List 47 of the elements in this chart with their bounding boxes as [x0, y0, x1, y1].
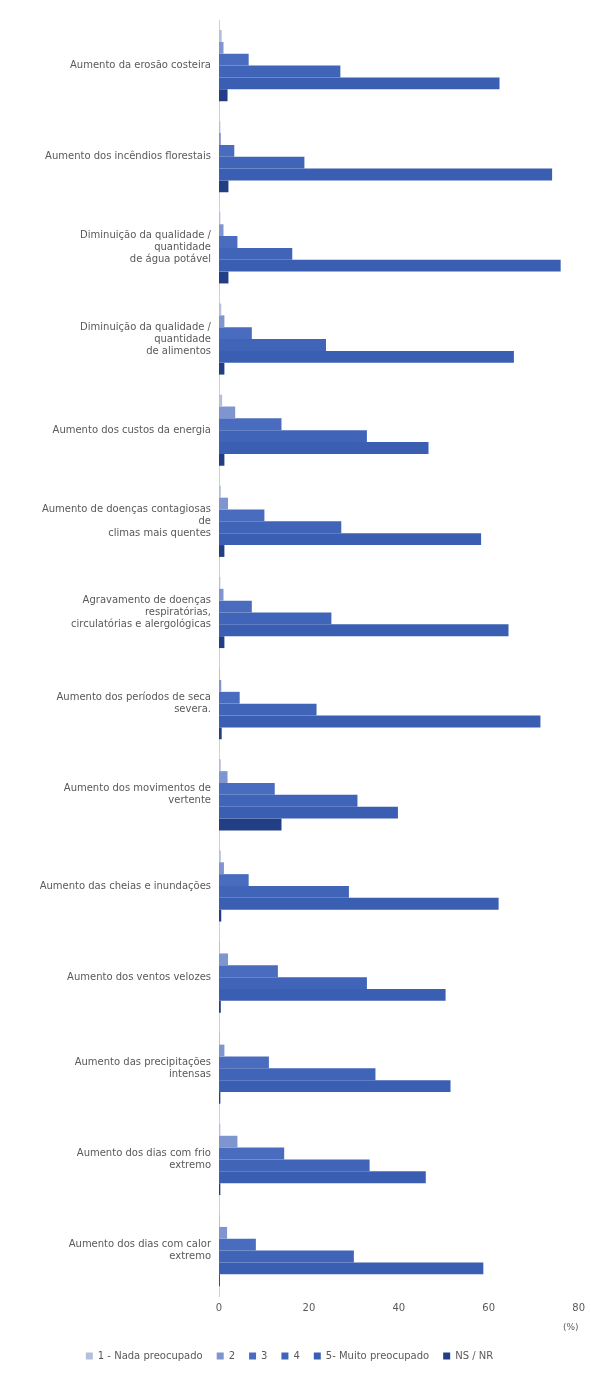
bar — [219, 636, 225, 649]
bar — [219, 953, 228, 966]
bar — [219, 224, 224, 237]
x-tick-label: 60 — [482, 1301, 496, 1313]
y-tick-label: Diminuição da qualidade / quantidade de alimentos — [80, 320, 212, 356]
x-tick-label: 0 — [215, 1301, 223, 1313]
legend-label: 3 — [261, 1349, 268, 1361]
bar — [219, 180, 229, 193]
y-tick-label: Aumento dos dias com calor extremo — [68, 1238, 212, 1262]
legend-label: 2 — [228, 1349, 236, 1361]
x-axis-title: (%) — [563, 1321, 579, 1332]
bar — [219, 818, 282, 831]
y-tick-label: Aumento dos movimentos de vertente — [63, 782, 211, 806]
bar — [219, 89, 228, 102]
legend-label: 5- Muito preocupado — [325, 1349, 430, 1361]
y-tick-label: Diminuição da qualidade / quantidade de água potável — [80, 229, 212, 265]
y-tick-label: Aumento dos ventos velozes — [67, 970, 211, 982]
bar — [219, 1226, 228, 1239]
bar — [219, 362, 225, 375]
bar — [219, 30, 222, 42]
bar — [219, 727, 222, 740]
y-tick-label: Aumento das precipitações intensas — [74, 1055, 211, 1079]
y-tick-label: Aumento de doenças contagiosas de climas mais quentes — [41, 502, 211, 538]
y-tick-label: Agravamento de doenças respiratórias, circulatórias e alergológicas — [70, 594, 211, 630]
bar — [219, 862, 224, 875]
bar — [219, 588, 224, 601]
y-tick-label: Aumento das cheias e inundações — [39, 879, 211, 891]
bar — [219, 394, 223, 407]
legend-label: NS / NR — [455, 1349, 494, 1361]
bar — [219, 497, 228, 510]
x-tick-label: 80 — [572, 1301, 585, 1313]
bar — [219, 771, 228, 783]
x-tick-label: 40 — [392, 1301, 406, 1313]
legend-label: 1 - Nada preocupado — [97, 1349, 203, 1361]
bar — [219, 315, 225, 328]
bar — [219, 545, 225, 557]
y-tick-label: Aumento dos incêndios florestais — [45, 150, 211, 162]
bar — [219, 1135, 238, 1148]
legend-label: 4 — [293, 1349, 300, 1361]
y-tick-label: Aumento da erosão costeira — [70, 59, 211, 71]
bar — [219, 406, 236, 419]
y-tick-label: Aumento dos períodos de seca severa. — [56, 691, 211, 715]
y-tick-label: Aumento dos dias com frio extremo — [76, 1147, 211, 1171]
bar — [219, 453, 225, 466]
bar — [219, 41, 224, 54]
y-tick-label: Aumento dos custos da energia — [52, 423, 211, 435]
x-tick-label: 20 — [302, 1301, 316, 1313]
